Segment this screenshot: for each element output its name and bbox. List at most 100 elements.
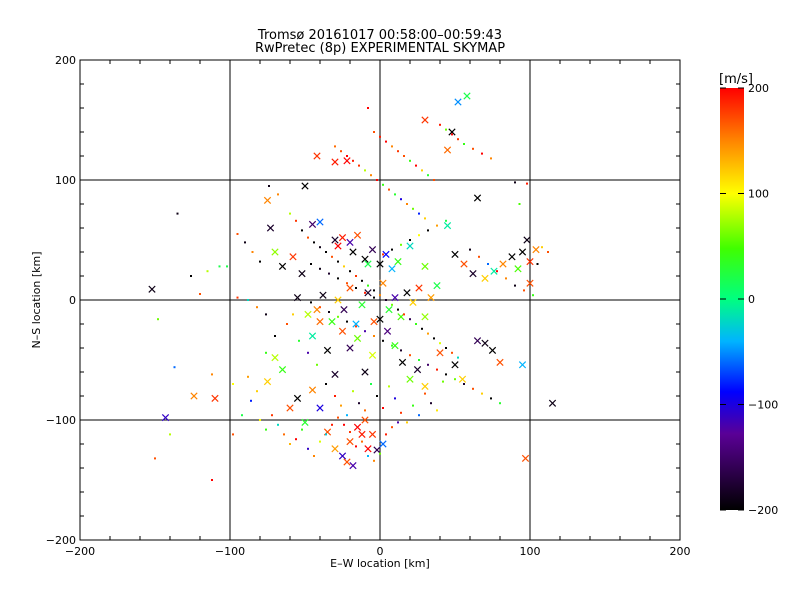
echo-dot-marker	[232, 383, 234, 385]
echo-dot-marker	[274, 335, 276, 337]
echo-dot-marker	[328, 272, 330, 275]
echo-dot-marker	[388, 188, 390, 191]
echo-dot-marker	[346, 282, 348, 285]
echo-x-marker	[211, 394, 219, 403]
echo-dot-marker	[337, 315, 339, 318]
echo-x-marker	[346, 238, 354, 247]
x-axis-label: E–W location [km]	[330, 557, 430, 570]
echo-x-marker	[286, 404, 294, 412]
echo-dot-marker	[415, 323, 417, 325]
echo-dot-marker	[490, 157, 492, 160]
echo-x-marker	[376, 315, 384, 323]
echo-x-marker	[364, 445, 372, 453]
echo-dot-marker	[433, 337, 435, 340]
echo-x-marker	[373, 446, 381, 454]
echo-dot-marker	[355, 287, 357, 289]
echo-dot-marker	[298, 339, 300, 342]
echo-dot-marker	[391, 303, 393, 306]
echo-dot-marker	[436, 224, 438, 227]
echo-dot-marker	[307, 351, 309, 354]
echo-dot-marker	[211, 479, 213, 481]
echo-dot-marker	[241, 414, 243, 417]
echo-x-marker	[298, 269, 306, 278]
echo-dot-marker	[457, 138, 459, 141]
echo-dot-marker	[526, 182, 528, 185]
echo-dot-marker	[265, 428, 267, 431]
echo-x-marker	[349, 248, 357, 256]
echo-x-marker	[508, 253, 516, 261]
echo-dot-marker	[271, 414, 273, 417]
echo-dot-marker	[232, 433, 234, 436]
echo-x-marker	[473, 194, 482, 202]
echo-dot-marker	[236, 233, 239, 235]
echo-x-marker	[458, 375, 467, 383]
colorbar-ticks: −200 −100 0 100 200	[720, 82, 778, 517]
echo-dot-marker	[343, 265, 345, 268]
echo-x-marker	[316, 404, 324, 412]
echo-x-marker	[490, 267, 498, 275]
echo-x-marker	[328, 317, 336, 326]
echo-dot-marker	[397, 150, 399, 153]
echo-dot-marker	[325, 383, 327, 385]
echo-dot-marker	[154, 457, 156, 460]
echo-dot-marker	[391, 248, 393, 251]
echo-x-marker	[368, 430, 377, 439]
echo-x-marker	[548, 399, 557, 407]
echo-x-marker	[370, 317, 378, 326]
echo-dot-marker	[268, 185, 270, 187]
echo-dot-marker	[337, 260, 339, 263]
echo-x-marker	[532, 245, 540, 254]
echo-dot-marker	[226, 265, 228, 268]
echo-dot-marker	[514, 284, 516, 287]
echo-x-marker	[263, 377, 272, 386]
echo-dot-marker	[409, 239, 411, 241]
echo-x-marker	[271, 248, 279, 256]
echo-x-marker	[343, 157, 351, 165]
echo-dot-marker	[409, 159, 411, 162]
echo-dot-marker	[301, 229, 303, 232]
echo-dot-marker	[157, 318, 159, 321]
echo-dot-marker	[391, 344, 393, 347]
echo-dot-marker	[307, 447, 309, 450]
echo-dot-marker	[400, 198, 402, 201]
echo-dot-marker	[319, 440, 321, 443]
echo-x-marker	[409, 298, 417, 307]
echo-x-marker	[331, 158, 339, 166]
echo-dot-marker	[364, 291, 366, 294]
echo-dot-marker	[307, 236, 309, 239]
echo-x-marker	[338, 452, 347, 460]
echo-dot-marker	[259, 260, 261, 263]
echo-dot-marker	[421, 169, 423, 172]
echo-dot-marker	[292, 313, 294, 316]
x-tick-label: −200	[65, 545, 95, 558]
echo-dot-marker	[400, 411, 402, 414]
echo-x-marker	[352, 320, 360, 328]
echo-x-marker	[460, 260, 468, 268]
echo-x-marker	[488, 346, 497, 355]
echo-dot-marker	[358, 164, 360, 167]
echo-dot-marker	[439, 123, 441, 126]
echo-x-marker	[308, 220, 317, 229]
echo-dot-marker	[421, 327, 423, 330]
echo-dot-marker	[523, 289, 525, 292]
echo-dot-marker	[457, 356, 459, 359]
echo-dot-marker	[427, 332, 429, 335]
echo-dot-marker	[265, 351, 267, 354]
echo-x-marker	[421, 313, 429, 321]
echo-dot-marker	[364, 409, 366, 412]
echo-dot-marker	[277, 423, 279, 426]
echo-x-marker	[308, 332, 317, 340]
echo-dot-marker	[382, 339, 384, 342]
echo-dot-marker	[358, 402, 360, 405]
echo-x-marker	[379, 279, 387, 287]
echo-x-marker	[433, 281, 441, 290]
echo-dot-marker	[289, 443, 291, 445]
echo-dot-marker	[310, 301, 312, 304]
echo-dot-marker	[427, 174, 429, 177]
echo-dot-marker	[463, 143, 465, 145]
echo-dot-marker	[445, 219, 447, 222]
echo-dot-marker	[481, 152, 483, 155]
echo-dot-marker	[328, 311, 330, 313]
echo-dot-marker	[418, 212, 420, 215]
